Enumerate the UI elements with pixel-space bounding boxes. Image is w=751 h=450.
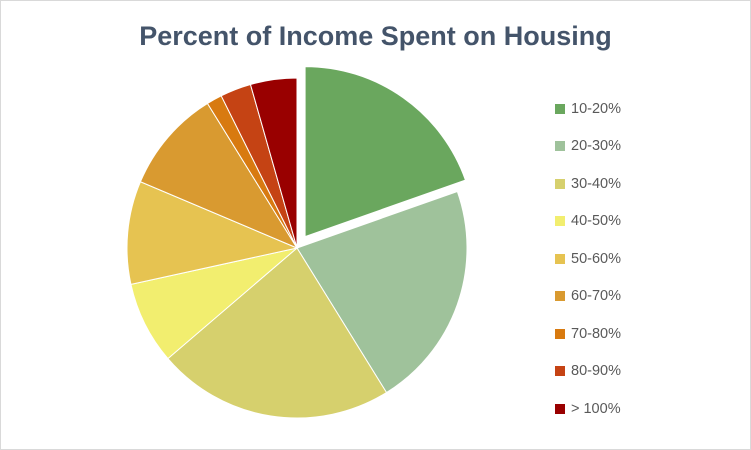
legend-swatch [555,216,565,227]
legend-label: 50-60% [571,250,621,267]
legend-label: 80-90% [571,363,621,380]
pie-slice-1 [304,66,467,238]
legend-item: 50-60% [555,240,621,278]
legend-swatch [555,328,565,339]
legend-label: 60-70% [571,288,621,305]
legend-swatch [555,403,565,414]
legend-item: 30-40% [555,165,621,203]
legend-swatch [555,253,565,264]
legend-label: 20-30% [571,138,621,155]
legend-label: 70-80% [571,325,621,342]
pie-slice-5 [126,181,299,285]
legend-item: 20-30% [555,128,621,166]
pie-slice-2 [296,190,468,394]
legend-item: > 100% [555,390,621,428]
legend-swatch [555,103,565,114]
legend-label: 10-20% [571,100,621,117]
legend-swatch [555,366,565,377]
legend-label: > 100% [571,400,621,417]
legend-swatch [555,178,565,189]
legend-item: 40-50% [555,203,621,241]
pie-slice-3 [167,247,388,419]
chart-legend: 10-20% 20-30% 30-40% 40-50% 50-60% 60-70% 70-8… [555,90,621,428]
pie-slice-9 [249,77,298,249]
legend-label: 40-50% [571,213,621,230]
legend-item: 70-80% [555,315,621,353]
chart-title: Percent of Income Spent on Housing [139,21,612,51]
legend-swatch [555,141,565,152]
legend-item: 80-90% [555,353,621,391]
legend-item: 10-20% [555,90,621,128]
legend-item: 60-70% [555,278,621,316]
legend-swatch [555,291,565,302]
pie-slice-6 [139,102,299,250]
legend-label: 30-40% [571,175,621,192]
